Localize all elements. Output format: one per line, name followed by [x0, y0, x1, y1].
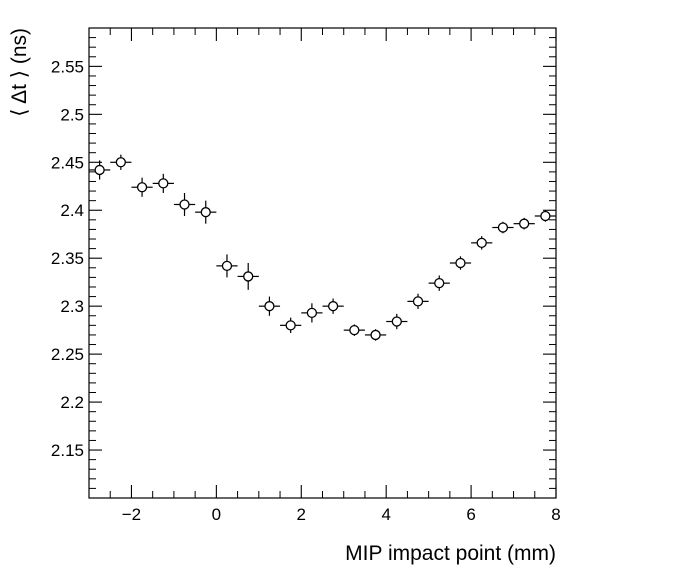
data-point — [195, 200, 217, 224]
x-axis-tick-labels: −2 0 2 4 6 8 — [122, 505, 561, 524]
data-point — [131, 177, 153, 197]
open-circle-marker — [200, 207, 211, 218]
data-point — [237, 263, 259, 290]
open-circle-marker — [136, 182, 148, 193]
open-circle-marker — [412, 296, 424, 307]
open-circle-marker — [179, 199, 190, 210]
open-circle-marker — [349, 324, 360, 336]
open-circle-marker — [434, 277, 445, 289]
open-circle-marker — [391, 316, 402, 327]
x-axis-title: MIP impact point (mm) — [345, 542, 556, 565]
x-axis-ticks — [88, 28, 557, 498]
data-point — [110, 154, 132, 170]
open-circle-marker — [158, 178, 169, 189]
data-point — [428, 275, 450, 291]
data-point — [449, 256, 472, 270]
y-tick-label: 2.3 — [60, 297, 84, 316]
data-point — [386, 313, 408, 330]
data-point — [152, 173, 174, 193]
x-tick-label: 6 — [466, 505, 475, 524]
open-circle-marker — [94, 164, 105, 176]
open-circle-marker — [327, 301, 339, 312]
y-tick-label: 2.25 — [51, 345, 84, 364]
y-tick-label: 2.35 — [51, 249, 84, 268]
y-tick-label: 2.15 — [51, 441, 84, 460]
x-tick-label: 2 — [297, 505, 306, 524]
data-point — [301, 303, 323, 323]
data-point — [216, 254, 238, 278]
data-point — [471, 236, 493, 250]
data-point — [280, 317, 302, 334]
data-point — [343, 324, 365, 336]
y-axis-tick-labels: 2.15 2.2 2.25 2.3 2.35 2.4 2.45 2.5 2.55 — [51, 57, 84, 460]
open-circle-marker — [306, 307, 318, 319]
open-circle-marker — [455, 257, 466, 269]
y-tick-label: 2.4 — [60, 201, 84, 220]
open-circle-marker — [540, 210, 551, 222]
x-tick-label: −2 — [122, 505, 141, 524]
data-point — [173, 192, 196, 216]
y-tick-label: 2.45 — [51, 153, 84, 172]
data-point — [534, 210, 556, 222]
y-tick-label: 2.5 — [60, 105, 84, 124]
open-circle-marker — [370, 329, 381, 341]
data-point — [258, 296, 281, 316]
y-tick-label: 2.2 — [60, 393, 84, 412]
data-point — [364, 329, 387, 341]
data-points — [89, 154, 556, 341]
open-circle-marker — [264, 301, 275, 312]
data-point — [492, 221, 514, 234]
data-point — [513, 217, 535, 230]
open-circle-marker — [221, 260, 233, 272]
data-point — [322, 298, 344, 314]
y-axis-ticks — [89, 37, 556, 489]
open-circle-marker — [115, 157, 126, 168]
plot-frame — [88, 27, 557, 499]
x-tick-label: 8 — [551, 505, 560, 524]
open-circle-marker — [285, 320, 296, 331]
data-point — [89, 160, 111, 180]
open-circle-marker — [497, 222, 509, 233]
open-circle-marker — [519, 218, 530, 229]
x-tick-label: 4 — [381, 505, 390, 524]
open-circle-marker — [476, 237, 487, 249]
y-axis-title: ⟨ Δt ⟩ (ns) — [8, 28, 31, 117]
data-point — [407, 293, 429, 310]
x-tick-label: 0 — [212, 505, 221, 524]
y-tick-label: 2.55 — [51, 57, 84, 76]
open-circle-marker — [243, 271, 254, 282]
